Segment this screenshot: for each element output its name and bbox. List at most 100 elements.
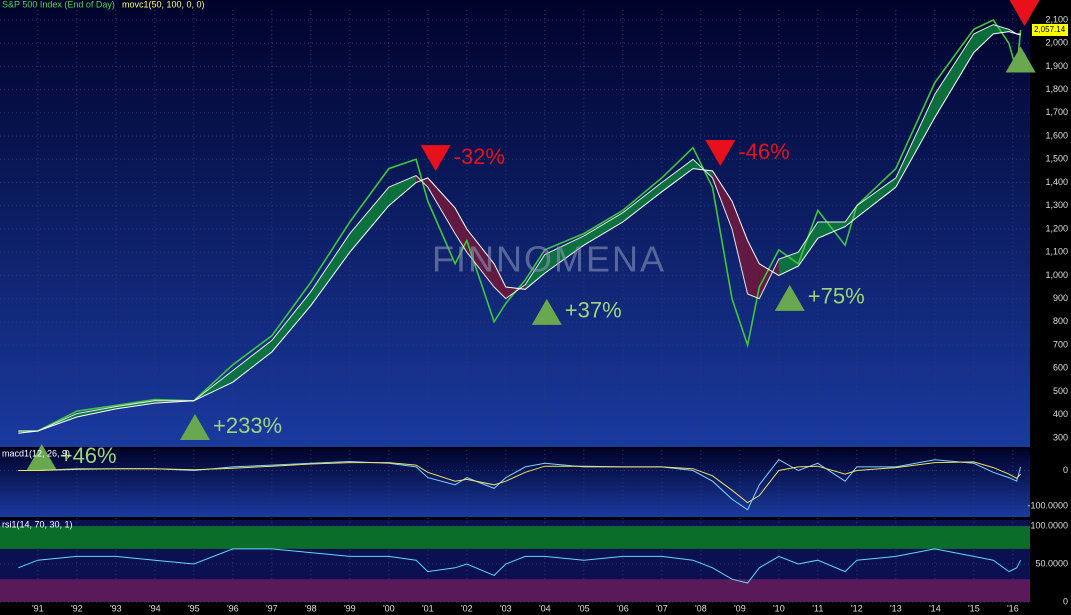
ma-band bbox=[271, 291, 311, 353]
x-tick-label: '08 bbox=[695, 603, 707, 613]
band bbox=[0, 579, 1030, 602]
y-tick-label: 300 bbox=[1053, 432, 1068, 442]
series-line bbox=[18, 24, 1021, 432]
ma-band bbox=[388, 175, 417, 206]
y-tick-label: 50.0000 bbox=[1035, 558, 1068, 568]
x-tick-label: '03 bbox=[500, 603, 512, 613]
annotation-marker bbox=[1005, 46, 1036, 73]
x-tick-label: '91 bbox=[32, 603, 44, 613]
ma-band bbox=[583, 212, 623, 246]
ma-band bbox=[466, 228, 495, 288]
price-panel bbox=[0, 0, 1030, 447]
x-tick-label: '09 bbox=[734, 603, 746, 613]
x-tick-label: '13 bbox=[890, 603, 902, 613]
ma-band bbox=[525, 254, 545, 290]
x-tick-label: '95 bbox=[188, 603, 200, 613]
x-tick-label: '96 bbox=[227, 603, 239, 613]
y-tick-label: 800 bbox=[1053, 316, 1068, 326]
y-tick-label: 0 bbox=[1063, 596, 1068, 606]
y-tick-label: 700 bbox=[1053, 339, 1068, 349]
ma-band bbox=[76, 406, 116, 418]
last-price: 2,057.14 bbox=[1034, 25, 1066, 34]
y-tick-label: 1,300 bbox=[1045, 200, 1068, 210]
ma-band bbox=[310, 233, 350, 306]
ma-band bbox=[934, 33, 974, 118]
series-line bbox=[18, 31, 1021, 434]
y-tick-label: 1,000 bbox=[1045, 270, 1068, 280]
ma-band bbox=[856, 177, 896, 218]
x-tick-label: '00 bbox=[383, 603, 395, 613]
ma-band bbox=[759, 259, 779, 299]
y-tick-label: 1,400 bbox=[1045, 177, 1068, 187]
annotation-label: +37% bbox=[565, 298, 622, 323]
x-tick-label: '07 bbox=[656, 603, 668, 613]
watermark: FINNOMENA bbox=[432, 239, 666, 280]
x-tick-label: '04 bbox=[539, 603, 551, 613]
macd-panel bbox=[0, 449, 1030, 517]
ma-band bbox=[494, 263, 506, 299]
panel-title: S&P 500 Index (End of Day) bbox=[2, 0, 115, 9]
ma-band bbox=[622, 182, 662, 222]
panel-title: macd1(12, 26, 9) bbox=[2, 448, 70, 458]
panel-title: rsi1(14, 70, 30, 1) bbox=[2, 519, 73, 529]
x-tick-label: '16 bbox=[1007, 603, 1019, 613]
y-tick-label: 1,900 bbox=[1045, 61, 1068, 71]
ma-band bbox=[455, 208, 467, 253]
ma-band bbox=[778, 252, 799, 276]
annotation-marker bbox=[180, 414, 211, 441]
x-tick-label: '92 bbox=[71, 603, 83, 613]
x-tick-label: '06 bbox=[617, 603, 629, 613]
x-tick-label: '15 bbox=[968, 603, 980, 613]
annotation-label: +46% bbox=[60, 443, 117, 468]
y-tick-label: 1,700 bbox=[1045, 107, 1068, 117]
x-tick-label: '02 bbox=[461, 603, 473, 613]
annotation-label: -46% bbox=[738, 139, 789, 164]
y-tick-label: 2,000 bbox=[1045, 38, 1068, 48]
y-tick-label: 1,200 bbox=[1045, 223, 1068, 233]
y-tick-label: 600 bbox=[1053, 363, 1068, 373]
ma-band bbox=[349, 187, 389, 253]
ma-band bbox=[817, 221, 846, 239]
x-tick-label: '10 bbox=[773, 603, 785, 613]
y-tick-label: -100.0000 bbox=[1027, 501, 1068, 511]
y-tick-label: 1,600 bbox=[1045, 130, 1068, 140]
band bbox=[0, 526, 1030, 549]
y-tick-label: 1,800 bbox=[1045, 84, 1068, 94]
ma-band bbox=[232, 340, 272, 383]
series-line bbox=[18, 461, 1021, 504]
y-tick-label: 400 bbox=[1053, 409, 1068, 419]
x-tick-label: '05 bbox=[578, 603, 590, 613]
ma-band bbox=[115, 400, 155, 409]
panel-subtitle: movc1(50, 100, 0, 0) bbox=[122, 0, 205, 9]
y-tick-label: 900 bbox=[1053, 293, 1068, 303]
x-tick-label: '98 bbox=[305, 603, 317, 613]
y-tick-label: 100.0000 bbox=[1030, 520, 1068, 530]
series-line bbox=[18, 459, 1022, 511]
annotation-marker bbox=[531, 298, 562, 325]
x-tick-label: '97 bbox=[266, 603, 278, 613]
annotation-label: +75% bbox=[808, 284, 865, 309]
y-tick-label: 0 bbox=[1063, 465, 1068, 475]
annotation-label: +233% bbox=[213, 413, 282, 438]
annotation-marker bbox=[420, 145, 451, 172]
series-line bbox=[18, 548, 1022, 584]
last-price-box bbox=[1032, 23, 1068, 36]
x-tick-label: '14 bbox=[929, 603, 941, 613]
x-tick-label: '99 bbox=[344, 603, 356, 613]
series-line bbox=[18, 18, 1022, 432]
ma-band bbox=[895, 94, 935, 188]
y-tick-label: 500 bbox=[1053, 386, 1068, 396]
ma-band bbox=[544, 235, 584, 274]
ma-band bbox=[798, 221, 818, 267]
ma-band bbox=[747, 240, 760, 299]
ma-band bbox=[712, 170, 733, 229]
y-tick-label: 1,100 bbox=[1045, 247, 1068, 257]
x-tick-label: '12 bbox=[851, 603, 863, 613]
annotation-marker bbox=[705, 140, 736, 167]
y-tick-label: 1,500 bbox=[1045, 154, 1068, 164]
annotation-marker bbox=[26, 443, 57, 470]
x-tick-label: '93 bbox=[110, 603, 122, 613]
x-tick-label: '01 bbox=[422, 603, 434, 613]
ma-band bbox=[427, 177, 456, 234]
